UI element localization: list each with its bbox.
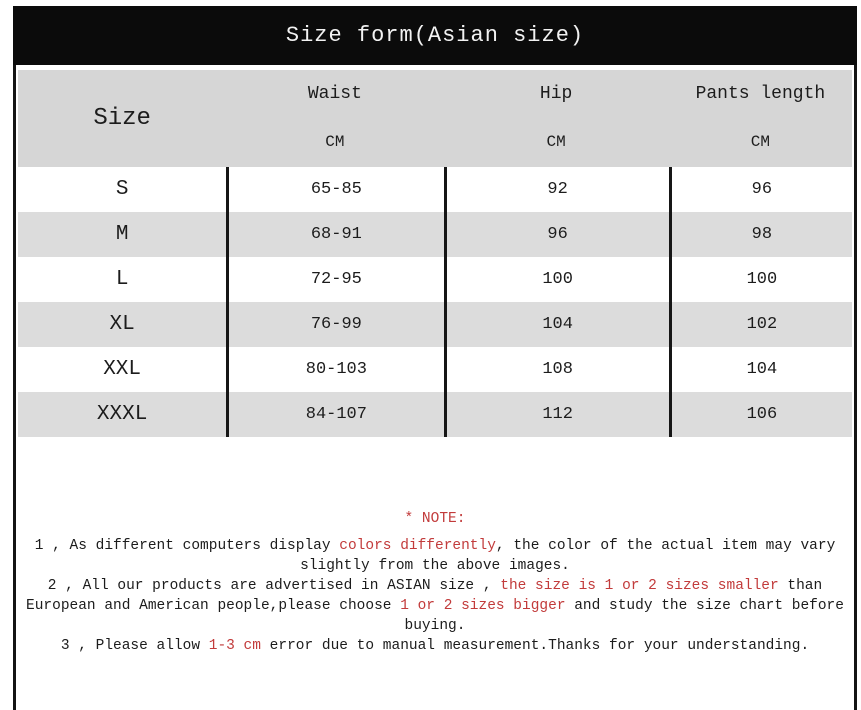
note-line: 1 , As different computers display color… <box>18 536 852 556</box>
table-row: M 68-91 96 98 <box>18 212 852 257</box>
note-highlight: the size is 1 or 2 sizes smaller <box>500 578 779 594</box>
note-text: buying. <box>404 618 466 634</box>
size-cell: XXL <box>103 358 142 381</box>
table-frame: Size Waist CM Hip CM Pants length CM S 65… <box>13 65 857 710</box>
header-cell-hip: Hip CM <box>444 70 669 167</box>
waist-cell: 68-91 <box>226 212 443 257</box>
header-cell-size: Size <box>18 70 226 167</box>
header-cell-waist: Waist CM <box>226 70 443 167</box>
note-line: buying. <box>18 616 852 636</box>
note-line: European and American people,please choo… <box>18 596 852 616</box>
hip-cell: 96 <box>443 212 669 257</box>
note-highlight: * NOTE: <box>404 511 466 527</box>
note-text: and study the size chart before <box>565 598 844 614</box>
pants-length-header-label: Pants length <box>695 84 826 104</box>
note-heading: * NOTE: <box>18 509 852 529</box>
header-cell-pants-length: Pants length CM <box>669 70 852 167</box>
hip-cell: 92 <box>443 167 669 212</box>
size-cell: S <box>115 178 129 201</box>
hip-cell: 112 <box>443 392 669 437</box>
hip-cell: 104 <box>443 302 669 347</box>
note-section: * NOTE: 1 , As different computers displa… <box>18 437 852 656</box>
waist-cell: 65-85 <box>226 167 443 212</box>
note-text: error due to manual measurement.Thanks f… <box>260 638 810 654</box>
hip-cell: 108 <box>443 347 669 392</box>
table-row: XXXL 84-107 112 106 <box>18 392 852 437</box>
note-line: 3 , Please allow 1-3 cm error due to man… <box>18 636 852 656</box>
note-line: slightly from the above images. <box>18 556 852 576</box>
waist-cell: 72-95 <box>226 257 443 302</box>
pants-length-cell: 100 <box>668 257 852 302</box>
note-text: slightly from the above images. <box>300 558 570 574</box>
hip-cell: 100 <box>443 257 669 302</box>
size-cell: L <box>115 268 129 291</box>
hip-header-label: Hip <box>539 84 573 104</box>
table-row: XXL 80-103 108 104 <box>18 347 852 392</box>
table-body: S 65-85 92 96 M 68-91 96 98 L 72-95 100 100 XL 76-99 1… <box>18 167 852 437</box>
note-highlight: 1-3 cm <box>208 638 261 654</box>
pants-length-cell: 106 <box>668 392 852 437</box>
pants-length-cell: 104 <box>668 347 852 392</box>
note-line: 2 , All our products are advertised in A… <box>18 576 852 596</box>
table-row: L 72-95 100 100 <box>18 257 852 302</box>
size-header-label: Size <box>93 105 151 132</box>
pants-length-cell: 96 <box>668 167 852 212</box>
note-highlight: 1 or 2 sizes bigger <box>400 598 566 614</box>
note-text: 3 , Please allow <box>60 638 209 654</box>
waist-cell: 84-107 <box>226 392 443 437</box>
waist-unit-label: CM <box>325 133 345 151</box>
size-cell: XXXL <box>96 403 148 426</box>
table-header: Size Waist CM Hip CM Pants length CM <box>18 70 852 167</box>
pants-length-cell: 102 <box>668 302 852 347</box>
table-row: XL 76-99 104 102 <box>18 302 852 347</box>
size-cell: XL <box>109 313 135 336</box>
waist-cell: 76-99 <box>226 302 443 347</box>
hip-unit-label: CM <box>546 133 566 151</box>
waist-header-label: Waist <box>307 84 362 104</box>
note-text: than <box>778 578 823 594</box>
pants-length-unit-label: CM <box>750 133 770 151</box>
size-cell: M <box>115 223 129 246</box>
note-text: 1 , As different computers display <box>34 538 340 554</box>
note-highlight: colors differently <box>339 538 496 554</box>
page-title: Size form(Asian size) <box>285 23 585 48</box>
pants-length-cell: 98 <box>668 212 852 257</box>
note-text: , the color of the actual item may vary <box>495 538 836 554</box>
waist-cell: 80-103 <box>226 347 443 392</box>
note-text: European and American people,please choo… <box>26 598 401 614</box>
title-bar: Size form(Asian size) <box>13 6 857 65</box>
table-row: S 65-85 92 96 <box>18 167 852 212</box>
note-text: 2 , All our products are advertised in A… <box>47 578 501 594</box>
